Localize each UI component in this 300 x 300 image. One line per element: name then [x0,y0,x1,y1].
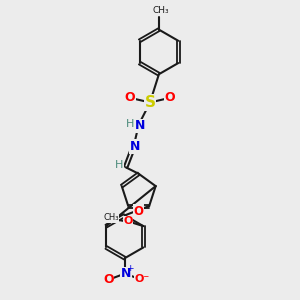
Text: +: + [126,264,134,273]
Text: O: O [125,91,135,103]
Text: CH₃: CH₃ [103,213,119,222]
Text: O: O [134,205,144,218]
Text: O: O [165,91,175,103]
Text: N: N [130,140,140,153]
Text: N: N [121,267,131,280]
Text: CH₃: CH₃ [152,6,169,15]
Text: O: O [103,273,114,286]
Text: O⁻: O⁻ [135,274,150,284]
Text: O: O [123,216,133,226]
Text: H: H [126,118,135,128]
Text: S: S [145,95,155,110]
Text: H: H [115,160,123,170]
Text: N: N [135,119,146,132]
